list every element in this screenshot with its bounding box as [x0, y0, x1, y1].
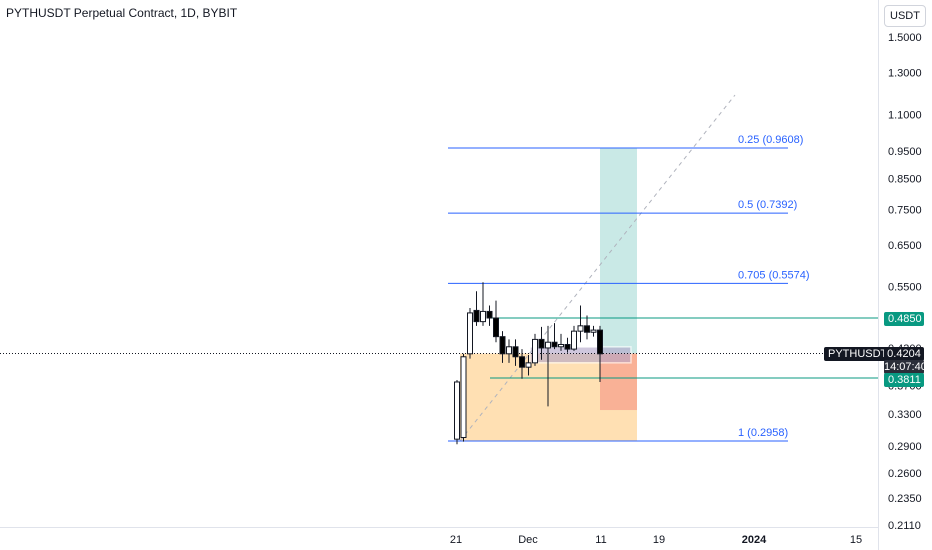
level-tag-0: 0.4850	[884, 312, 924, 326]
currency-button[interactable]: USDT	[884, 5, 926, 27]
candle-body	[584, 325, 590, 333]
fib-label: 1 (0.2958)	[738, 427, 788, 439]
time-axis: 21 Dec 11 19 2024 15	[0, 527, 878, 546]
chart-title: PYTHUSDT Perpetual Contract, 1D, BYBIT	[6, 6, 238, 20]
candle-body	[512, 346, 519, 358]
fib-label: 0.5 (0.7392)	[738, 199, 797, 211]
candle-body	[486, 310, 493, 319]
candle-body	[551, 341, 558, 348]
price-tick-label: 0.2900	[888, 441, 922, 453]
candle-body	[571, 330, 577, 350]
candle-body	[454, 381, 460, 440]
price-tick-label: 1.5000	[888, 32, 922, 44]
price-tick-label: 1.1000	[888, 109, 922, 121]
drawing-zones	[459, 94, 736, 442]
price-tick-label: 0.8500	[888, 173, 922, 185]
price-tick-label: 0.2110	[888, 520, 921, 532]
price-tick-label: 1.3000	[888, 68, 922, 80]
candle-body	[460, 356, 467, 438]
price-tick-label: 0.9500	[888, 146, 922, 158]
price-tick-label: 0.2600	[888, 468, 922, 480]
time-tick-label: 19	[653, 534, 665, 546]
time-tick-label: 15	[850, 534, 862, 546]
price-tick-label: 0.7500	[888, 205, 922, 217]
candle-body	[499, 336, 506, 355]
candle-body	[473, 309, 480, 323]
candle-body	[590, 329, 597, 333]
candle-body	[532, 338, 538, 364]
time-tick-label: 11	[595, 534, 606, 546]
consolidation-box	[529, 346, 632, 364]
symbol-tag: PYTHUSDT.P	[824, 347, 901, 361]
horizontal-levels	[0, 317, 878, 379]
last-price-tag: 0.4204	[884, 347, 924, 361]
candle-body	[467, 312, 473, 355]
fib-retracement: 0.25 (0.9608) 0.5 (0.7392) 0.705 (0.5574) 1…	[448, 134, 810, 442]
time-tick-label: 2024	[742, 534, 767, 546]
candle-body	[597, 329, 603, 355]
profit-zone	[600, 147, 637, 354]
candle-body	[525, 362, 532, 368]
price-tick-label: 0.6500	[888, 240, 922, 252]
countdown-tag: 14:07:40	[884, 360, 927, 374]
level-tag-1: 0.3811	[884, 373, 924, 387]
candle-body	[577, 325, 584, 332]
candle-body	[558, 343, 564, 348]
candle-body	[538, 338, 545, 349]
candle-body	[519, 356, 525, 368]
candle-body	[564, 343, 571, 350]
price-tick-label: 0.3300	[888, 409, 922, 421]
price-tick-label: 0.5500	[888, 282, 922, 294]
candle-body	[480, 310, 486, 323]
trend-line	[459, 94, 736, 442]
candle-body	[506, 346, 512, 355]
candlestick-series	[454, 282, 603, 445]
time-tick-label: 21	[450, 534, 462, 546]
candle-body	[545, 341, 551, 349]
price-tick-label: 0.2350	[888, 493, 922, 505]
time-tick-label: Dec	[518, 534, 538, 546]
price-axis: 1.5000 1.3000 1.1000 0.9500 0.8500 0.7500 0.65…	[878, 0, 922, 550]
candle-body	[493, 317, 499, 338]
fib-label: 0.705 (0.5574)	[738, 269, 810, 281]
fib-label: 0.25 (0.9608)	[738, 134, 803, 146]
